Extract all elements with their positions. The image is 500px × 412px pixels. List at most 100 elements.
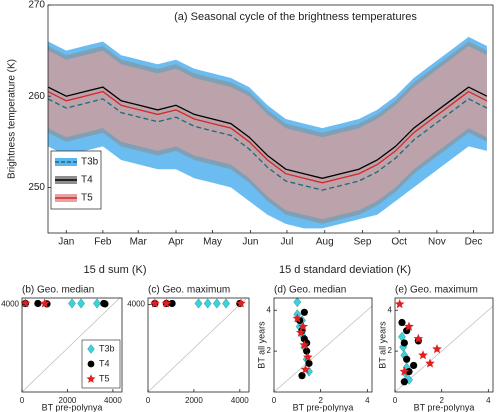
x-tick-label: 2 [318, 396, 323, 405]
x-tick-label: 0 [146, 396, 151, 405]
x-tick-label: Dec [465, 237, 483, 248]
marker [296, 327, 306, 337]
x-tick-label: 0 [20, 396, 25, 405]
marker [400, 339, 408, 347]
x-tick-label: Feb [94, 237, 112, 248]
plot-frame [394, 297, 494, 393]
marker [39, 298, 50, 308]
identity-line [273, 305, 373, 393]
marker [300, 308, 308, 316]
legend-label: T3b [81, 157, 99, 168]
marker [299, 340, 310, 350]
y-tick-label: 250 [28, 182, 45, 193]
series-line [47, 86, 488, 179]
marker [394, 299, 405, 309]
y-tick-label: 2 [388, 346, 393, 355]
marker [93, 298, 101, 309]
legend-label: T4 [81, 175, 93, 186]
marker [292, 313, 303, 323]
y-tick-label: 260 [28, 91, 45, 102]
marker [87, 344, 95, 354]
marker [432, 344, 442, 354]
x-axis-label: BT pre-polynya [293, 402, 354, 412]
x-tick-label: Jul [281, 237, 294, 248]
marker [418, 350, 428, 360]
legend-label: T5 [81, 193, 93, 204]
marker [403, 355, 411, 363]
chart-title: (e) Geo. maximum [395, 285, 478, 296]
x-axis-label: BT pre-polynya [414, 402, 475, 412]
y-tick-label: 4000 [1, 300, 19, 309]
x-tick-label: 4 [486, 396, 491, 405]
plot-frame [21, 297, 123, 393]
x-tick-label: Nov [428, 237, 446, 248]
chart-title: (d) Geo. median [274, 285, 346, 296]
marker [87, 360, 95, 368]
marker [101, 300, 109, 308]
marker [305, 359, 313, 367]
x-tick-label: 4 [365, 396, 370, 405]
header: 15 d standard deviation (K) [279, 264, 411, 276]
x-tick-label: Sep [354, 237, 372, 248]
legend-label: T5 [99, 373, 110, 383]
chart-title: (a) Seasonal cycle of the brightness tem… [174, 11, 417, 23]
y-axis-label: BT all years [377, 321, 387, 369]
plot-frame [47, 4, 494, 234]
header: 15 d sum (K) [84, 264, 147, 276]
range-band [48, 46, 487, 220]
marker [404, 321, 414, 331]
x-tick-label: 0 [272, 396, 277, 405]
y-tick-label: 270 [28, 0, 45, 11]
marker [413, 333, 424, 343]
marker [161, 298, 172, 308]
x-axis-label: BT pre-polynya [42, 402, 103, 412]
x-tick-label: 2 [439, 396, 444, 405]
x-tick-label: May [203, 237, 222, 248]
x-tick-label: 0 [393, 396, 398, 405]
marker [168, 299, 176, 308]
marker [400, 378, 408, 386]
marker [212, 298, 221, 309]
x-tick-label: Aug [316, 237, 334, 248]
marker [20, 298, 31, 308]
marker [150, 298, 160, 308]
marker [303, 347, 311, 355]
plot-frame [147, 297, 250, 393]
marker [298, 372, 306, 380]
marker [410, 361, 418, 370]
marker [194, 298, 203, 309]
x-tick-label: Jan [58, 237, 74, 248]
marker [86, 374, 96, 383]
x-tick-label: 2000 [185, 396, 203, 405]
marker [399, 366, 410, 376]
x-tick-label: Jun [242, 237, 258, 248]
legend-label: T4 [99, 358, 110, 368]
marker [298, 321, 308, 331]
marker [34, 299, 42, 308]
marker [68, 298, 76, 309]
plot-frame [273, 297, 373, 393]
marker [236, 298, 246, 308]
y-axis-label: BT all years [256, 321, 266, 369]
series-line [47, 98, 488, 191]
marker [293, 296, 302, 308]
legend-label: T3b [99, 343, 115, 353]
legend-band [55, 158, 77, 166]
y-tick-label: 4 [267, 305, 272, 314]
x-tick-label: 2000 [59, 396, 77, 405]
marker [425, 358, 435, 368]
x-tick-label: Apr [168, 237, 184, 248]
chart-title: (c) Geo. maximum [148, 285, 230, 296]
marker [398, 318, 406, 327]
x-tick-label: 4000 [231, 396, 249, 405]
marker [300, 364, 311, 374]
chart-title: (b) Geo. median [22, 285, 94, 296]
y-tick-label: 4 [388, 305, 393, 314]
marker [303, 352, 313, 362]
marker [203, 298, 212, 309]
y-tick-label: 2 [267, 346, 272, 355]
identity-line [21, 297, 120, 393]
identity-line [147, 297, 247, 393]
series-line [47, 90, 488, 184]
